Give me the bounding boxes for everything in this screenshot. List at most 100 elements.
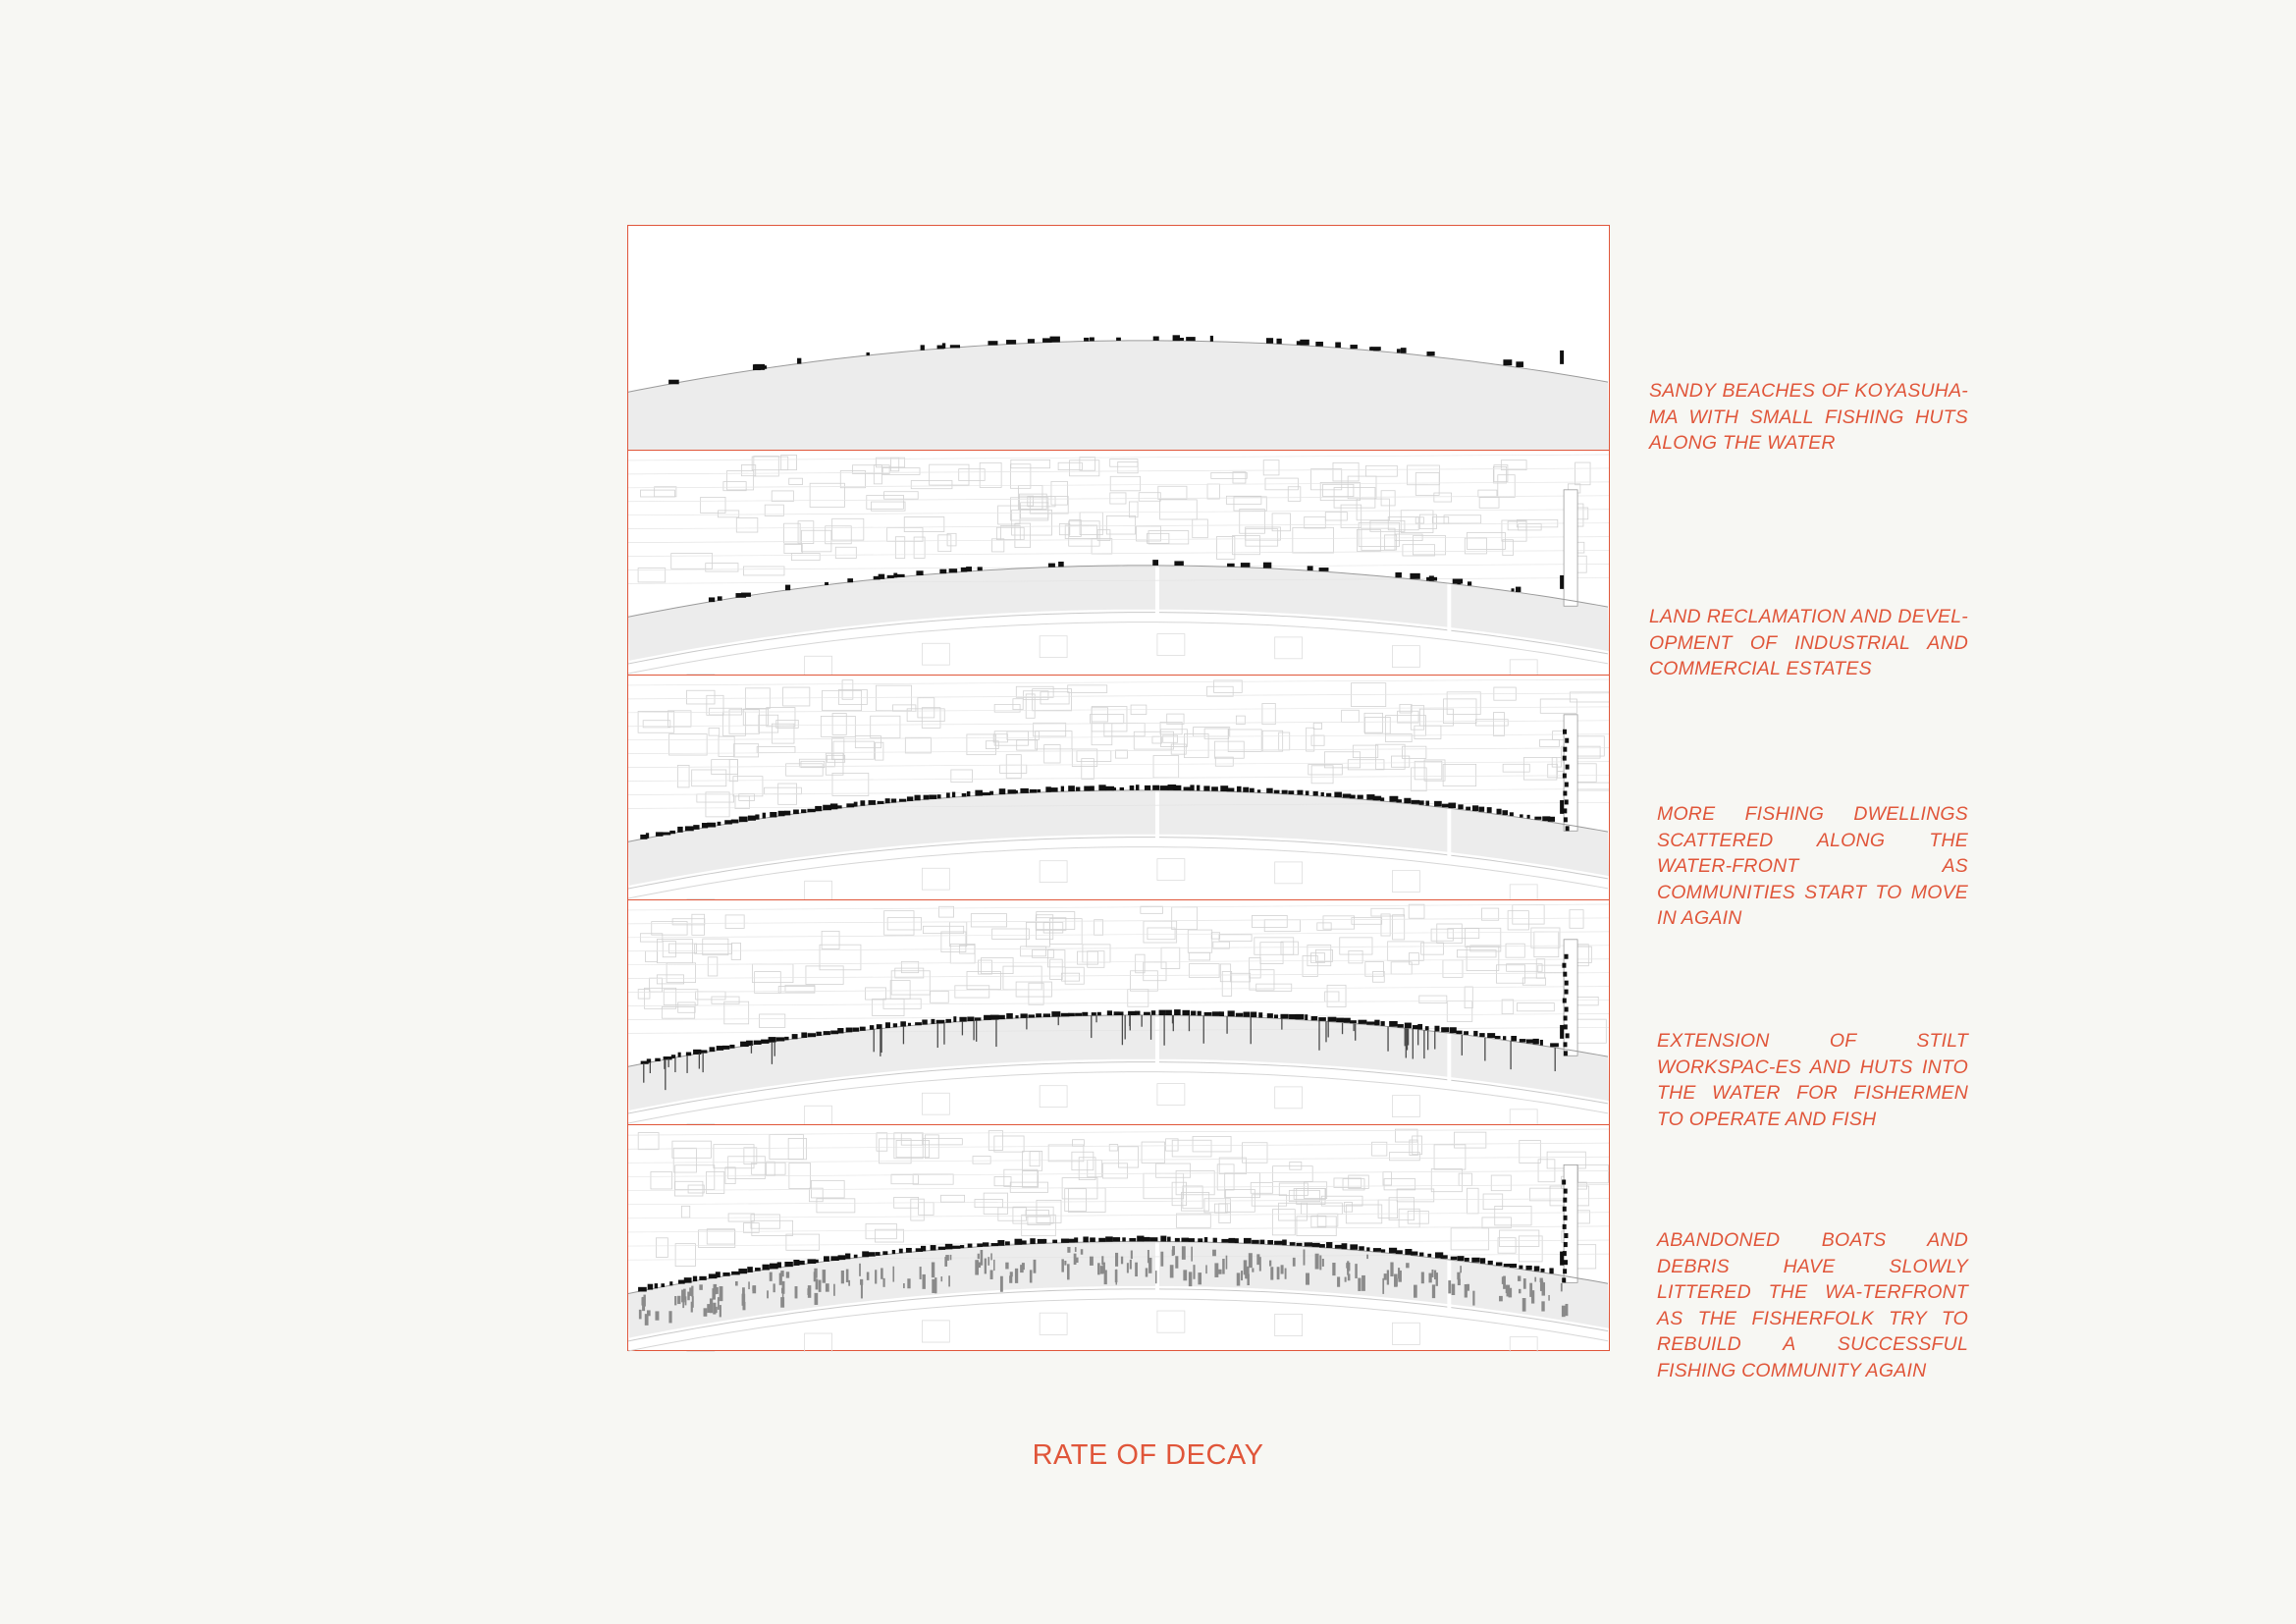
street-line <box>628 495 1609 503</box>
water <box>628 565 1609 661</box>
street-line <box>628 509 1609 516</box>
estate-block <box>1509 884 1538 899</box>
estate-block <box>1392 1322 1420 1345</box>
street-line <box>628 986 1609 993</box>
street-line <box>628 788 1609 795</box>
estate-block <box>1274 1313 1304 1336</box>
road-line <box>628 846 1609 899</box>
street-line <box>628 945 1609 952</box>
stage-4-drawing <box>628 903 1609 1124</box>
stage-1-caption: SANDY BEACHES OF KOYASUHA-MA WITH SMALL … <box>1649 380 1968 454</box>
estate-block <box>922 642 950 666</box>
city-fabric <box>637 454 1591 583</box>
estate-block <box>1156 1083 1186 1106</box>
street-line <box>628 1253 1609 1261</box>
stilt-workspaces <box>643 1014 1556 1091</box>
estate-block <box>1509 659 1538 675</box>
coastline <box>628 1014 1609 1067</box>
coastline <box>628 340 1609 393</box>
street-line <box>628 454 1609 461</box>
estate-block <box>922 1320 950 1343</box>
road-line <box>628 837 1609 890</box>
street-line <box>628 720 1609 728</box>
stage-3-caption: MORE FISHING DWELLINGS SCATTERED ALONG T… <box>1657 803 1968 929</box>
fishing-huts <box>668 335 1565 385</box>
stage-2-drawing <box>628 454 1609 675</box>
street-line <box>628 1000 1609 1006</box>
stage-1-map <box>628 226 1609 451</box>
canal <box>1154 1236 1159 1296</box>
stage-5-map <box>628 1125 1609 1352</box>
estate-block <box>922 1092 950 1115</box>
street-line <box>628 747 1609 754</box>
stage-2-caption: LAND RECLAMATION AND DEVEL-OPMENT OF IND… <box>1649 606 1968 679</box>
street-line <box>628 1212 1609 1219</box>
road-line <box>628 1288 1609 1342</box>
estate-block <box>804 1105 832 1124</box>
coastline <box>628 565 1609 618</box>
estate-block <box>1392 645 1420 668</box>
stage-5-drawing <box>628 1128 1609 1352</box>
stage-3-drawing <box>628 678 1609 899</box>
street-line <box>628 775 1609 782</box>
pier <box>1563 1164 1578 1283</box>
estate-block <box>1509 1336 1538 1352</box>
street-line <box>628 931 1609 939</box>
street-line <box>628 1184 1609 1191</box>
street-line <box>628 1198 1609 1206</box>
street-line <box>628 761 1609 768</box>
street-line <box>628 467 1609 475</box>
water <box>628 1241 1609 1338</box>
fishing-huts <box>640 729 1570 839</box>
street-line <box>628 550 1609 557</box>
estate-block <box>1274 1086 1304 1110</box>
street-line <box>628 577 1609 584</box>
street-line <box>628 958 1609 966</box>
street-line <box>628 536 1609 543</box>
stage-3-map <box>628 676 1609 900</box>
canal <box>1154 1009 1159 1069</box>
stage-1-drawing <box>628 335 1609 450</box>
road-line <box>628 612 1609 665</box>
stage-4-caption: EXTENSION OF STILT WORKSPAC-ES AND HUTS … <box>1657 1030 1968 1130</box>
estate-block <box>1274 636 1304 660</box>
street-line <box>628 1156 1609 1164</box>
street-line <box>628 733 1609 741</box>
estate-block <box>1156 633 1186 656</box>
coastline <box>628 789 1609 842</box>
estate-block <box>804 655 832 675</box>
estate-block <box>1509 1109 1538 1124</box>
estate-block <box>1039 860 1068 884</box>
estate-block <box>1039 635 1068 659</box>
water <box>628 1014 1609 1110</box>
water <box>628 789 1609 886</box>
canal <box>1447 802 1452 862</box>
estate-block <box>804 1332 832 1352</box>
canal <box>1447 577 1452 637</box>
street-line <box>628 802 1609 809</box>
canal <box>1447 1027 1452 1087</box>
stage-5-caption: ABANDONED BOATS AND DEBRIS HAVE SLOWLY L… <box>1657 1229 1968 1381</box>
estate-block <box>1392 1095 1420 1117</box>
city-fabric <box>637 1128 1609 1270</box>
estate-block <box>1039 1312 1068 1335</box>
street-line <box>628 917 1609 925</box>
street-line <box>628 706 1609 714</box>
pier <box>1563 489 1578 607</box>
street-line <box>628 678 1609 686</box>
street-line <box>628 481 1609 489</box>
street-line <box>628 972 1609 979</box>
street-line <box>628 1239 1609 1247</box>
street-line <box>628 903 1609 911</box>
estate-block <box>1156 858 1186 881</box>
estate-block <box>1156 1310 1186 1333</box>
estate-block <box>1039 1085 1068 1109</box>
road-line <box>628 1061 1609 1114</box>
fishing-huts <box>640 953 1570 1064</box>
road-line <box>628 1071 1609 1124</box>
diagram-title: RATE OF DECAY <box>1032 1439 1264 1471</box>
street-line <box>628 1170 1609 1177</box>
estate-block <box>1274 861 1304 885</box>
street-line <box>628 522 1609 529</box>
road-line <box>628 1298 1609 1352</box>
